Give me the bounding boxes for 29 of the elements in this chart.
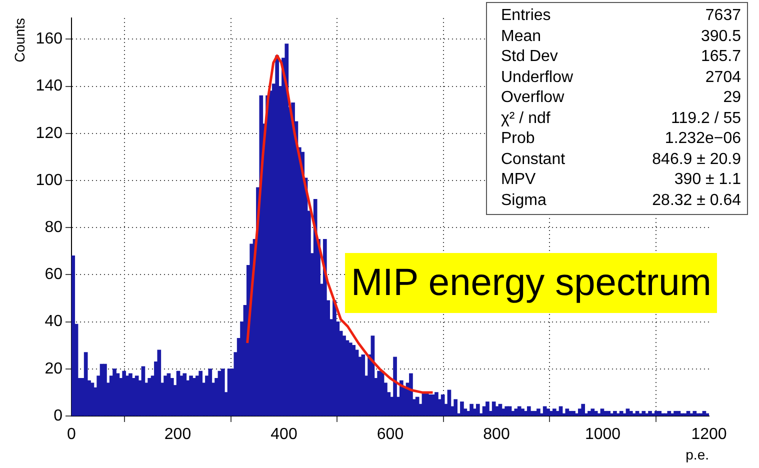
- text: Constant 846.9 ± 20.9: [501, 150, 741, 168]
- y-tick-label: 20: [44, 360, 63, 378]
- text: Entries 7637: [501, 7, 741, 24]
- text: Prob 1.232e−06: [501, 130, 741, 147]
- x-tick-label: 400: [270, 426, 298, 444]
- x-tick-label: 1000: [584, 426, 621, 444]
- x-axis-title: p.e.: [686, 446, 709, 462]
- text: MPV 390 ± 1.1: [501, 171, 741, 188]
- y-tick-label: 60: [44, 266, 63, 284]
- y-axis-title: Counts: [11, 18, 28, 62]
- text: MIP energy spectrum: [345, 253, 718, 313]
- y-tick-label: 140: [36, 78, 63, 95]
- x-tick-label: 200: [164, 426, 192, 444]
- x-tick-label: 1200: [691, 426, 727, 444]
- y-tick-label: 160: [36, 30, 63, 48]
- x-tick-label: 600: [376, 426, 404, 444]
- y-tick-label: 100: [36, 172, 63, 189]
- text: Sigma 28.32 ± 0.64: [501, 192, 741, 208]
- text: Std Dev 165.7: [501, 48, 741, 65]
- text: Underflow 2704: [501, 68, 741, 86]
- text: Overflow 29: [501, 89, 741, 106]
- x-tick-label: 0: [67, 426, 76, 444]
- text: Mean 390.5: [501, 28, 741, 44]
- x-tick-label: 800: [483, 426, 510, 444]
- y-tick-label: 120: [36, 124, 63, 142]
- text: χ² / ndf 119.2 / 55: [501, 110, 741, 126]
- y-tick-label: 40: [44, 313, 63, 330]
- y-tick-label: 80: [44, 219, 63, 236]
- y-tick-label: 0: [54, 407, 63, 424]
